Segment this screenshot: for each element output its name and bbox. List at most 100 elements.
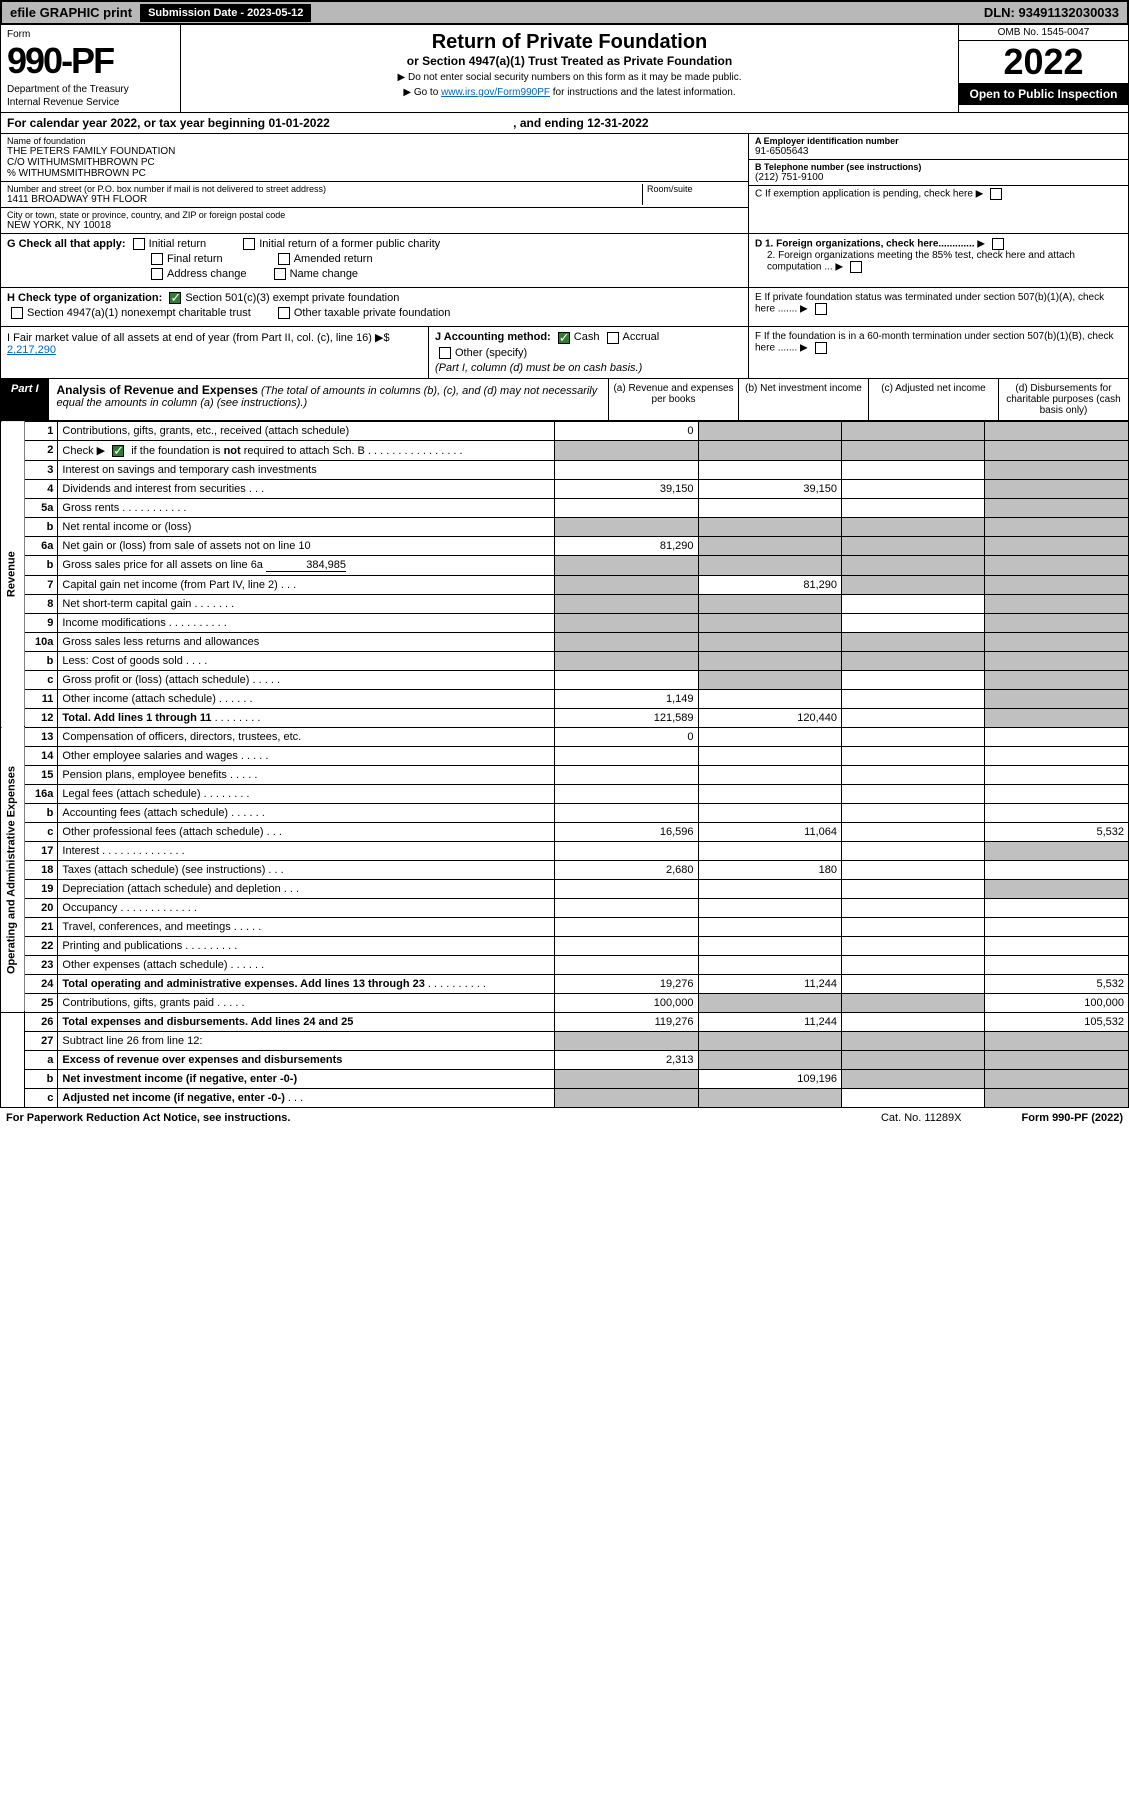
g-initial-former: Initial return of a former public charit… [259,238,440,250]
cell: 2,313 [555,1050,698,1069]
line-desc: Compensation of officers, directors, tru… [58,727,555,746]
d1-checkbox[interactable] [992,238,1004,250]
line-desc: Other expenses (attach schedule) . . . .… [58,955,555,974]
line-desc: Taxes (attach schedule) (see instruction… [58,860,555,879]
line-desc: Gross sales price for all assets on line… [58,555,555,575]
schb-checkbox[interactable] [112,445,124,457]
cell [555,670,698,689]
f-checkbox[interactable] [815,342,827,354]
line-num: 15 [25,765,58,784]
i-value[interactable]: 2,217,290 [7,344,56,356]
h-501c3-checkbox[interactable] [169,292,181,304]
fmv-left: I Fair market value of all assets at end… [1,327,428,377]
line-desc: Income modifications . . . . . . . . . . [58,613,555,632]
c-checkbox[interactable] [990,188,1002,200]
line-num: b [25,803,58,822]
col-b-header: (b) Net investment income [738,379,868,420]
cell: 19,276 [555,974,698,993]
line-desc: Accounting fees (attach schedule) . . . … [58,803,555,822]
cell [842,498,985,517]
line-num: 19 [25,879,58,898]
table-row: 22Printing and publications . . . . . . … [1,936,1129,955]
revenue-label: Revenue [1,421,25,727]
form-link[interactable]: www.irs.gov/Form990PF [441,87,550,98]
cell [985,1050,1129,1069]
addr: 1411 BROADWAY 9TH FLOOR [7,194,642,205]
table-row: cAdjusted net income (if negative, enter… [1,1088,1129,1107]
cell [985,670,1129,689]
cell [842,670,985,689]
cell [698,1031,841,1050]
paperwork-notice: For Paperwork Reduction Act Notice, see … [6,1112,290,1124]
cell [555,898,698,917]
d2-checkbox[interactable] [850,261,862,273]
address-checkbox[interactable] [151,268,163,280]
note2-pre: ▶ Go to [403,87,441,98]
j-accrual: Accrual [623,331,660,343]
cell [985,498,1129,517]
cash-checkbox[interactable] [558,332,570,344]
line-num: 16a [25,784,58,803]
h-4947-checkbox[interactable] [11,307,23,319]
cell [985,727,1129,746]
fmv-row: I Fair market value of all assets at end… [0,327,1129,378]
cell [985,440,1129,460]
d1: D 1. Foreign organizations, check here..… [755,239,975,250]
cell [985,517,1129,536]
final-checkbox[interactable] [151,253,163,265]
cell [698,498,841,517]
cell: 0 [555,727,698,746]
line-num: 9 [25,613,58,632]
other-checkbox[interactable] [439,347,451,359]
table-row: Operating and Administrative Expenses 13… [1,727,1129,746]
h-other-checkbox[interactable] [278,307,290,319]
cell: 2,680 [555,860,698,879]
cell: 81,290 [698,575,841,594]
cell [842,727,985,746]
amended-checkbox[interactable] [278,253,290,265]
cell [698,1088,841,1107]
line-num: b [25,651,58,670]
accrual-checkbox[interactable] [607,332,619,344]
line-num: 17 [25,841,58,860]
e-checkbox[interactable] [815,303,827,315]
table-row: 17Interest . . . . . . . . . . . . . . [1,841,1129,860]
line-desc: Contributions, gifts, grants paid . . . … [58,993,555,1012]
line-desc: Adjusted net income (if negative, enter … [58,1088,555,1107]
cell [555,575,698,594]
cell [985,536,1129,555]
blank-side [1,1012,25,1107]
cell: 16,596 [555,822,698,841]
room-label: Room/suite [647,184,742,194]
initial-checkbox[interactable] [133,238,145,250]
cell [985,555,1129,575]
cell: 120,440 [698,708,841,727]
cell [842,575,985,594]
table-row: 14Other employee salaries and wages . . … [1,746,1129,765]
line-num: b [25,1069,58,1088]
cell [985,460,1129,479]
line-desc: Interest . . . . . . . . . . . . . . [58,841,555,860]
line-num: 21 [25,917,58,936]
line-desc: Interest on savings and temporary cash i… [58,460,555,479]
line-num: 12 [25,708,58,727]
cell: 39,150 [698,479,841,498]
j-cash: Cash [574,331,600,343]
table-row: 18Taxes (attach schedule) (see instructi… [1,860,1129,879]
title: Return of Private Foundation [187,31,952,54]
initial-former-checkbox[interactable] [243,238,255,250]
note1: ▶ Do not enter social security numbers o… [187,72,952,83]
cell [555,1069,698,1088]
line-desc: Gross sales less returns and allowances [58,632,555,651]
cell [985,860,1129,879]
cat-no: Cat. No. 11289X [881,1112,962,1124]
line-num: 25 [25,993,58,1012]
cell: 0 [555,421,698,440]
table-row: 23Other expenses (attach schedule) . . .… [1,955,1129,974]
name-checkbox[interactable] [274,268,286,280]
cell [698,993,841,1012]
cell [555,936,698,955]
g-label: G Check all that apply: [7,238,126,250]
cell: 121,589 [555,708,698,727]
header-left: Form 990-PF Department of the Treasury I… [1,25,181,112]
